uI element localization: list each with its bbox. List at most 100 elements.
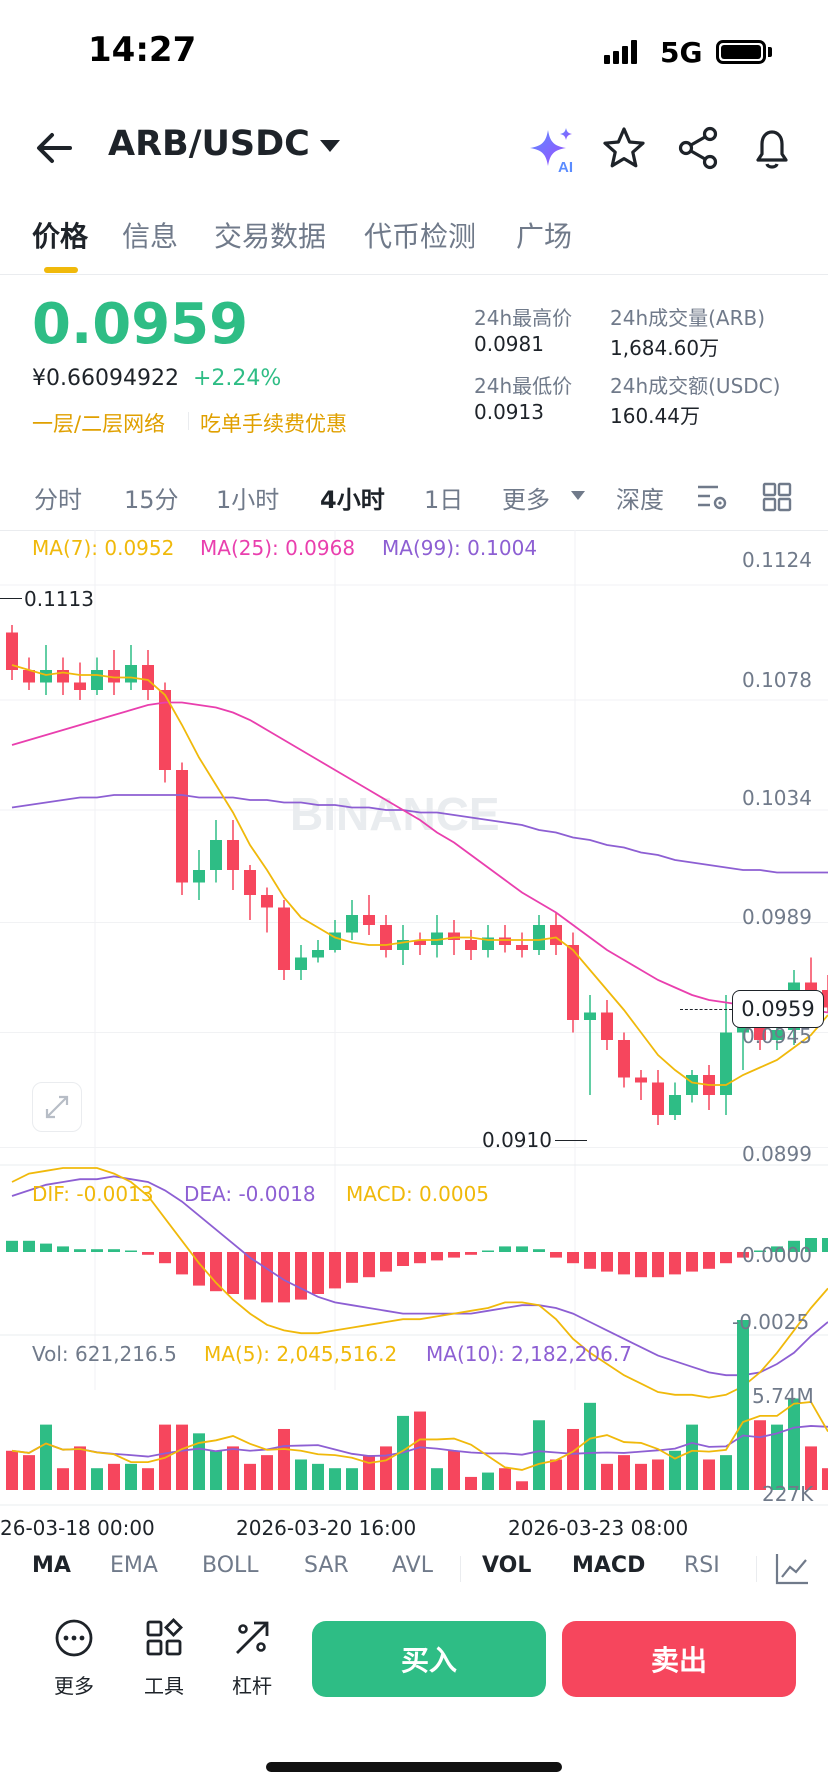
more-icon[interactable] [54,1618,94,1658]
dif-line [11,1167,828,1399]
kline-chart[interactable]: BINANCE [0,530,828,1530]
macd-bar [720,1252,732,1264]
volume-bar [618,1455,630,1490]
leverage-icon[interactable] [232,1618,272,1658]
candle-body [822,990,828,1008]
pair-selector[interactable]: ARB/USDC [108,124,310,164]
volume-bar [108,1463,120,1490]
volume-bar [40,1424,52,1490]
bell-icon[interactable] [748,124,796,172]
volume-bar [516,1481,528,1490]
candle-body [431,932,443,945]
indicator-rsi[interactable]: RSI [684,1553,720,1578]
candle-body [227,840,239,870]
sell-button[interactable]: 卖出 [562,1621,796,1697]
tag-divider [188,412,189,430]
tag-layer2[interactable]: 一层/二层网络 [32,412,166,436]
tag-fee-discount[interactable]: 吃单手续费优惠 [200,412,347,436]
macd-bar [652,1252,664,1278]
indicator-vol[interactable]: VOL [482,1553,532,1578]
candle-body [74,682,86,690]
macd-bar [210,1252,222,1292]
tools-icon[interactable] [144,1618,184,1658]
interval-4h[interactable]: 4小时 [320,486,385,514]
macd-bar [6,1240,18,1252]
candle-body [312,950,324,958]
volume-bar [91,1468,103,1490]
star-icon[interactable] [600,124,648,172]
status-bar: 14:27 5G [0,0,828,110]
candle-body [533,925,545,950]
candle-body [686,1075,698,1095]
tools-label[interactable]: 工具 [144,1674,184,1698]
volume-bar [295,1459,307,1490]
max-marker-line [0,598,22,599]
indicator-avl[interactable]: AVL [392,1553,433,1578]
ai-sparkle-icon[interactable]: AI [528,126,576,174]
volume-bar [193,1433,205,1490]
low-value: 0.0913 [474,400,544,424]
price-axis-label: 0.0899 [742,1142,812,1166]
interval-depth[interactable]: 深度 [616,486,664,514]
page-tabs: 价格 信息 交易数据 代币检测 广场 [0,205,828,275]
macd-bar [295,1252,307,1300]
cellular-signal-icon [604,40,644,64]
interval-more[interactable]: 更多 [502,486,550,514]
macd-bar [346,1252,358,1283]
price-axis-label: 0.0989 [742,905,812,929]
indicator-boll[interactable]: BOLL [202,1553,259,1578]
candle-body [771,1030,783,1040]
buy-button[interactable]: 买入 [312,1621,546,1697]
macd-bar [397,1252,409,1266]
candle-body [584,1012,596,1020]
grid-layout-icon[interactable] [762,482,792,512]
candle-body [210,840,222,870]
indicator-ma[interactable]: MA [32,1553,71,1578]
candle-body [720,1032,732,1095]
macd-bar [176,1252,188,1275]
time-axis-label: 2026-03-23 08:00 [508,1516,689,1540]
interval-line[interactable]: 分时 [34,486,82,514]
macd-bar [788,1240,800,1252]
candle-body [193,870,205,883]
indicator-settings-icon[interactable] [774,1552,810,1586]
tab-square[interactable]: 广场 [516,220,573,253]
indicator-macd[interactable]: MACD [572,1553,646,1578]
interval-15m[interactable]: 15分 [124,486,179,514]
status-time: 14:27 [88,30,197,70]
share-icon[interactable] [674,124,722,172]
interval-1h[interactable]: 1小时 [216,486,280,514]
tab-trade-data[interactable]: 交易数据 [214,220,327,253]
candle-body [618,1040,630,1078]
macd-bar [686,1252,698,1272]
tab-price[interactable]: 价格 [32,220,89,253]
cny-price: ¥0.66094922 [32,366,179,391]
macd-bar [465,1252,477,1255]
tab-info[interactable]: 信息 [122,220,179,253]
candle-body [261,895,273,908]
tab-token-check[interactable]: 代币检测 [364,220,477,253]
min-price-mark: 0.0910 [482,1128,552,1152]
macd-bar [159,1252,171,1264]
time-axis-label: 26-03-18 00:00 [0,1516,155,1540]
interval-1d[interactable]: 1日 [424,486,464,514]
home-indicator [266,1762,562,1772]
more-chevron-icon[interactable] [570,490,586,502]
chevron-down-icon[interactable] [318,138,342,154]
indicator-ema[interactable]: EMA [110,1553,158,1578]
vol-ma10-line [11,1425,828,1458]
last-price: 0.0959 [32,292,249,357]
chart-settings-icon[interactable] [696,482,728,512]
macd-axis-label: -0.0025 [732,1310,810,1334]
macd-bar [329,1252,341,1289]
volume-bar [703,1459,715,1490]
macd-bar [771,1246,783,1252]
volume-bar [686,1424,698,1490]
fullscreen-button[interactable] [32,1082,82,1132]
volume-bar [278,1428,290,1490]
indicator-sar[interactable]: SAR [304,1553,349,1578]
leverage-label[interactable]: 杠杆 [232,1674,272,1698]
back-arrow-icon[interactable] [30,124,78,172]
more-label[interactable]: 更多 [54,1674,94,1698]
high-label: 24h最高价 [474,306,573,330]
